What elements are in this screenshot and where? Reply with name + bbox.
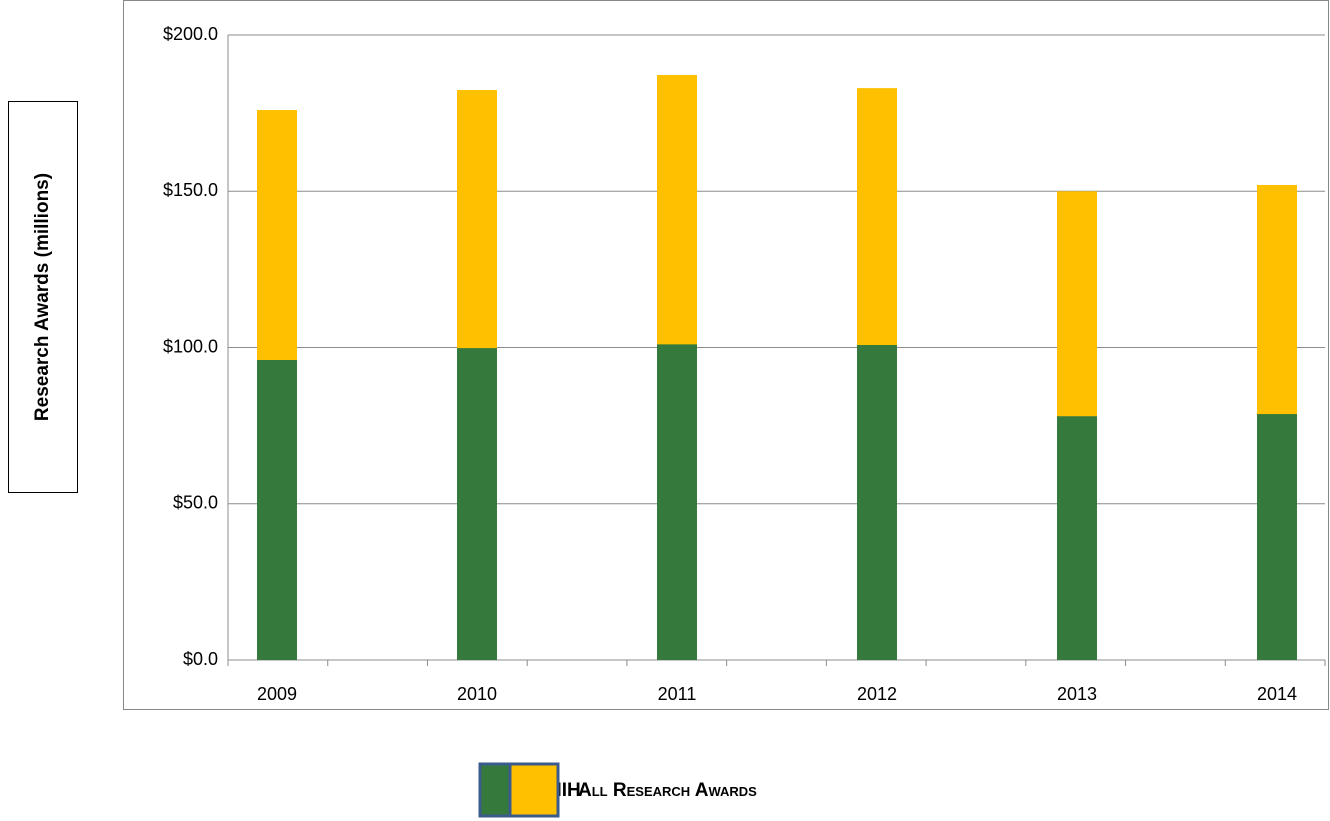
x-tick-label: 2010 (457, 684, 497, 704)
y-label-box (8, 101, 78, 493)
y-tick-label: $100.0 (163, 336, 218, 356)
x-tick-label: 2011 (658, 684, 697, 704)
x-tick-label: 2009 (257, 684, 297, 704)
y-tick-label: $200.0 (163, 24, 218, 44)
bar (257, 360, 297, 660)
x-tick-label: 2012 (857, 684, 897, 704)
y-tick-label: $150.0 (163, 180, 218, 200)
y-axis-label: Research Awards (millions) (32, 173, 53, 421)
bar (857, 345, 897, 660)
x-tick-label: 2013 (1057, 684, 1097, 704)
bar (457, 348, 497, 660)
bar (1057, 416, 1097, 660)
y-tick-label: $50.0 (173, 493, 218, 513)
legend-label: All Research Awards (578, 780, 757, 801)
bar (1257, 414, 1297, 660)
chart-frame (123, 0, 1329, 710)
bar (657, 344, 697, 660)
y-tick-label: $0.0 (183, 649, 218, 669)
legend-swatch (508, 762, 560, 818)
x-tick-label: 2014 (1257, 684, 1297, 704)
